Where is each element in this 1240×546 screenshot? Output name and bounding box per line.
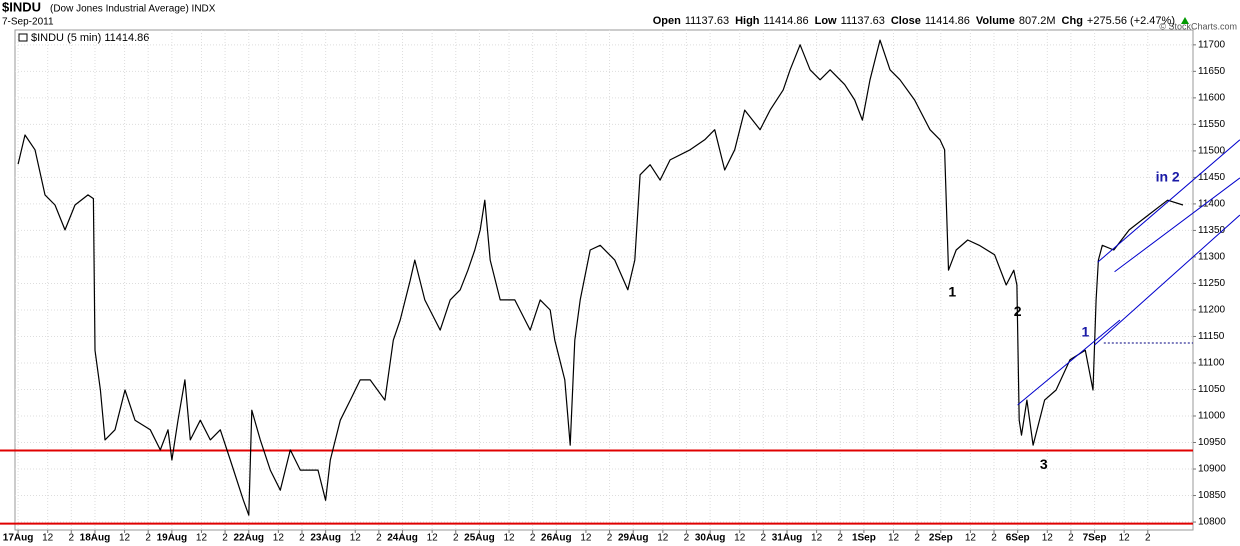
quote-label: Low — [815, 15, 837, 27]
x-tick-label: 12 — [1119, 533, 1131, 544]
chart-date: 7-Sep-2011 — [2, 17, 54, 28]
quote-value: 807.2M — [1019, 15, 1056, 27]
x-tick-label: 12 — [657, 533, 669, 544]
x-tick-label: 2 — [299, 533, 305, 544]
x-tick-label: 2 — [837, 533, 843, 544]
x-tick-label: 29Aug — [618, 533, 649, 544]
x-tick-label: 22Aug — [233, 533, 264, 544]
quote-label: Close — [891, 15, 921, 27]
x-tick-label: 2 — [1068, 533, 1074, 544]
y-tick-label: 11450 — [1198, 172, 1226, 183]
x-tick-label: 1Sep — [852, 533, 876, 544]
x-tick-label: 30Aug — [695, 533, 726, 544]
x-tick-label: 12 — [42, 533, 54, 544]
quote-value: +275.56 (+2.47%) — [1087, 15, 1175, 27]
wave-label: 2 — [1014, 303, 1022, 319]
x-tick-label: 12 — [119, 533, 131, 544]
y-tick-label: 11350 — [1198, 225, 1226, 236]
x-tick-label: 19Aug — [157, 533, 188, 544]
x-tick-label: 12 — [196, 533, 208, 544]
x-tick-label: 25Aug — [464, 533, 495, 544]
y-tick-label: 11000 — [1198, 411, 1226, 422]
y-tick-label: 10900 — [1198, 464, 1226, 475]
y-tick-label: 11300 — [1198, 252, 1226, 263]
wave-label: 1 — [1081, 323, 1089, 339]
trend-line — [1094, 214, 1240, 346]
wave-label: 3 — [1040, 456, 1048, 472]
wave-label: 1 — [948, 284, 956, 300]
symbol: $INDU — [2, 0, 41, 14]
x-tick-label: 12 — [273, 533, 285, 544]
y-tick-label: 10850 — [1198, 490, 1226, 501]
x-tick-label: 2 — [607, 533, 613, 544]
x-tick-label: 2 — [991, 533, 997, 544]
trend-line — [1097, 139, 1240, 263]
x-tick-label: 12 — [811, 533, 823, 544]
y-tick-label: 11550 — [1198, 119, 1226, 130]
x-tick-label: 12 — [888, 533, 900, 544]
y-tick-label: 11200 — [1198, 305, 1226, 316]
y-tick-label: 11700 — [1198, 39, 1226, 50]
x-tick-label: 12 — [503, 533, 515, 544]
y-tick-label: 11600 — [1198, 93, 1226, 104]
x-tick-label: 2 — [145, 533, 151, 544]
x-tick-label: 2 — [376, 533, 382, 544]
quote-value: 11137.63 — [685, 15, 729, 27]
up-arrow — [1181, 17, 1189, 24]
y-tick-label: 10800 — [1198, 517, 1226, 528]
quote-label: Volume — [976, 15, 1015, 27]
y-tick-label: 11150 — [1198, 331, 1225, 342]
x-tick-label: 12 — [734, 533, 746, 544]
x-tick-label: 12 — [350, 533, 362, 544]
x-tick-label: 23Aug — [310, 533, 341, 544]
x-tick-label: 2 — [530, 533, 536, 544]
x-tick-label: 24Aug — [387, 533, 418, 544]
x-tick-label: 7Sep — [1083, 533, 1107, 544]
legend-swatch — [18, 33, 28, 42]
y-tick-label: 11650 — [1198, 66, 1226, 77]
x-tick-label: 2 — [222, 533, 228, 544]
x-tick-label: 17Aug — [3, 533, 34, 544]
legend-label: $INDU (5 min) 11414.86 — [31, 32, 149, 44]
x-tick-label: 2Sep — [929, 533, 953, 544]
chart-title: (Dow Jones Industrial Average) INDX — [50, 4, 216, 15]
x-tick-label: 6Sep — [1006, 533, 1030, 544]
y-tick-label: 11400 — [1198, 199, 1226, 210]
quote-label: High — [735, 15, 760, 27]
x-tick-label: 26Aug — [541, 533, 572, 544]
y-tick-label: 11050 — [1198, 384, 1226, 395]
trend-line — [1017, 319, 1121, 406]
y-tick-label: 11100 — [1198, 358, 1225, 369]
credit: © StockCharts.com — [1159, 21, 1237, 31]
price-line — [17, 39, 1184, 516]
quote-value: 11414.86 — [925, 15, 970, 27]
x-tick-label: 31Aug — [772, 533, 803, 544]
y-tick-label: 10950 — [1198, 437, 1226, 448]
quote: Open 11137.63 High 11414.86 Low 11137.63 Close… — [653, 15, 1175, 27]
x-tick-label: 18Aug — [80, 533, 111, 544]
x-tick-label: 2 — [914, 533, 920, 544]
trend-line — [1114, 177, 1240, 273]
quote-label: Chg — [1062, 15, 1083, 27]
x-tick-label: 12 — [965, 533, 977, 544]
x-tick-label: 2 — [1145, 533, 1151, 544]
y-tick-label: 11500 — [1198, 146, 1226, 157]
x-tick-label: 12 — [1042, 533, 1054, 544]
x-tick-label: 2 — [684, 533, 690, 544]
x-tick-label: 12 — [427, 533, 439, 544]
x-tick-label: 12 — [580, 533, 592, 544]
quote-value: 11414.86 — [764, 15, 809, 27]
x-tick-label: 2 — [761, 533, 767, 544]
x-tick-label: 2 — [453, 533, 459, 544]
y-tick-label: 11250 — [1198, 278, 1226, 289]
x-tick-label: 2 — [69, 533, 75, 544]
quote-value: 11137.63 — [841, 15, 885, 27]
plot-frame — [14, 29, 1194, 531]
wave-label: in 2 — [1156, 169, 1180, 185]
quote-label: Open — [653, 15, 681, 27]
